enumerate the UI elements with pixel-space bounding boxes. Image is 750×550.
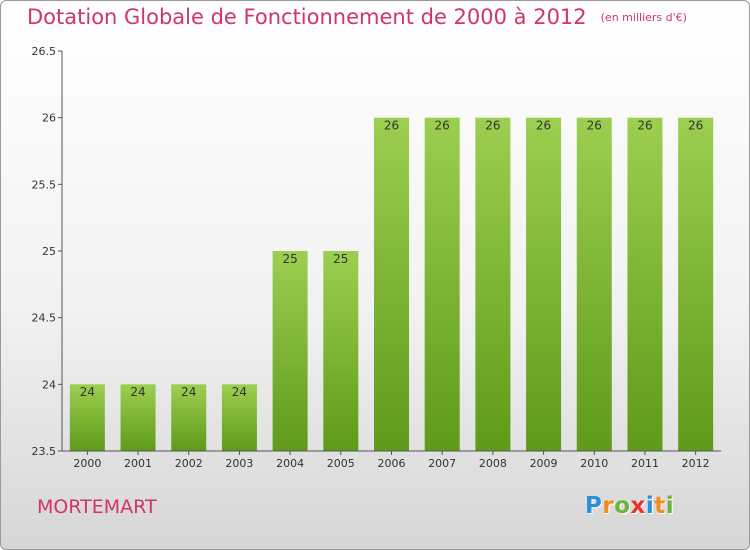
x-tick-label-2003: 2003: [225, 457, 253, 470]
labels-group: 24 2000 24 2001 24 2002 24 2003 25 2004 25 2005 26 20…: [32, 45, 710, 470]
bar-2000: [69, 384, 105, 451]
data-label-2007: 26: [435, 118, 450, 132]
x-tick-label-2007: 2007: [428, 457, 456, 470]
y-tick-label-26: 26: [42, 112, 56, 125]
logo-letter: P: [585, 493, 603, 519]
bar-2008: [475, 117, 511, 452]
y-tick-label-23.5: 23.5: [32, 445, 57, 458]
data-label-2003: 24: [232, 385, 247, 399]
bar-2009: [526, 117, 562, 452]
x-tick-label-2011: 2011: [631, 457, 659, 470]
bar-2001: [120, 384, 156, 451]
bar-2012: [678, 117, 714, 452]
x-tick-label-2010: 2010: [580, 457, 608, 470]
chart-title-text: Dotation Globale de Fonctionnement de 20…: [27, 5, 587, 29]
data-label-2008: 26: [485, 118, 500, 132]
logo-letter: t: [654, 493, 666, 519]
data-label-2002: 24: [181, 385, 196, 399]
bar-2002: [171, 384, 207, 451]
bar-2005: [323, 251, 359, 451]
commune-name: MORTEMART: [37, 496, 157, 518]
logo-letter: i: [665, 493, 675, 519]
y-tick-label-25: 25: [42, 245, 56, 258]
y-tick-label-24.5: 24.5: [32, 312, 57, 325]
logo-letter: x: [630, 493, 646, 519]
bar-2010: [576, 117, 612, 452]
logo-letter: i: [645, 493, 655, 519]
data-label-2009: 26: [536, 118, 551, 132]
y-tick-label-25.5: 25.5: [32, 178, 57, 191]
x-tick-label-2005: 2005: [327, 457, 355, 470]
x-tick-label-2001: 2001: [124, 457, 152, 470]
proxiti-logo[interactable]: Proxiti: [585, 493, 674, 519]
x-tick-label-2006: 2006: [378, 457, 406, 470]
bar-2006: [374, 117, 409, 452]
bar-2007: [424, 117, 460, 452]
x-tick-label-2002: 2002: [175, 457, 203, 470]
data-label-2005: 25: [333, 252, 348, 266]
data-label-2004: 25: [282, 252, 297, 266]
data-label-2011: 26: [637, 118, 652, 132]
data-label-2006: 26: [384, 118, 399, 132]
bar-2004: [272, 251, 308, 451]
data-label-2012: 26: [688, 118, 703, 132]
x-tick-label-2004: 2004: [276, 457, 304, 470]
axes-group: [58, 50, 721, 455]
bar-2003: [221, 384, 257, 451]
logo-letter: r: [602, 493, 615, 519]
x-tick-label-2008: 2008: [479, 457, 507, 470]
chart-title: Dotation Globale de Fonctionnement de 20…: [27, 5, 687, 29]
y-tick-label-26.5: 26.5: [32, 45, 57, 58]
y-tick-label-24: 24: [42, 378, 56, 391]
x-tick-label-2009: 2009: [530, 457, 558, 470]
unit-note: (en milliers d'€): [600, 11, 687, 24]
data-label-2000: 24: [80, 385, 95, 399]
x-tick-label-2012: 2012: [682, 457, 710, 470]
logo-letter: o: [614, 493, 631, 519]
data-label-2010: 26: [587, 118, 602, 132]
bars-group: [69, 117, 714, 452]
x-tick-label-2000: 2000: [73, 457, 101, 470]
data-label-2001: 24: [130, 385, 145, 399]
bar-2011: [627, 117, 663, 452]
